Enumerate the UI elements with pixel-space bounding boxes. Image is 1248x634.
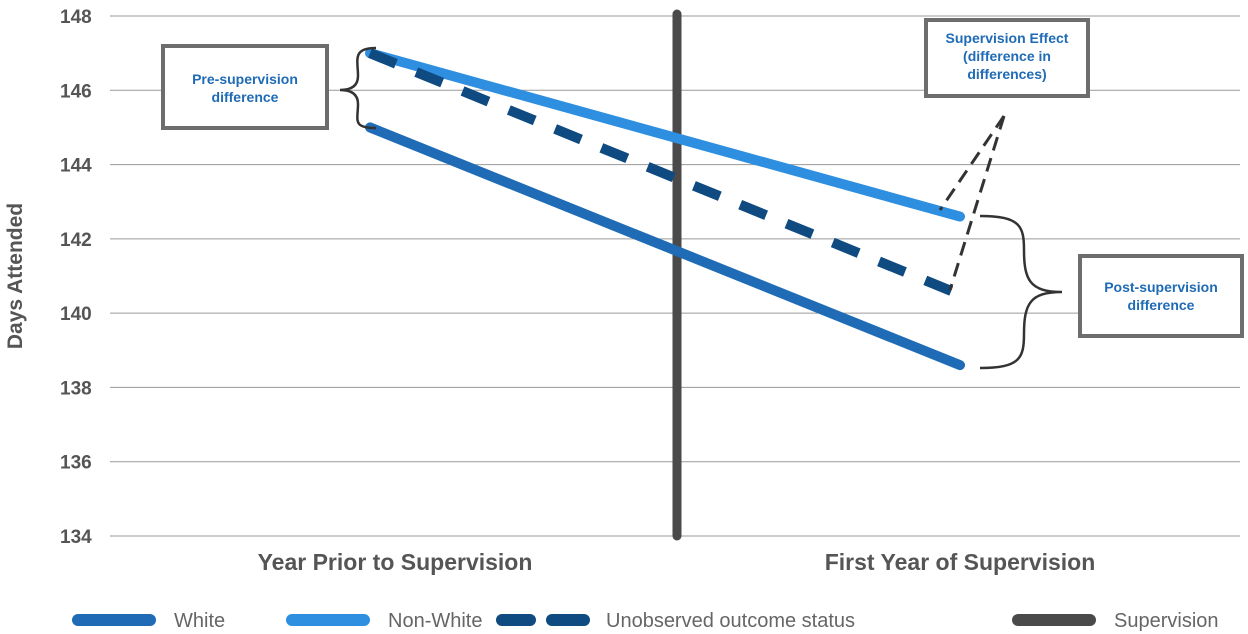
post-supervision-box [1078,254,1244,338]
annotations: Pre-supervision difference Supervision Eff… [161,18,1244,370]
y-tick-label: 144 [60,156,92,177]
y-axis-label: Days Attended [4,203,27,349]
post-supervision-brace [979,214,1063,370]
legend-label: White [174,610,225,632]
y-tick-label: 148 [60,7,92,28]
effect-pointer [948,115,1006,291]
legend-item: Non-White [286,610,482,632]
pre-supervision-box [161,44,329,130]
y-tick-label: 142 [60,230,92,251]
effect-pointer [938,115,1006,211]
x-axis-categories: Year Prior to Supervision First Year of S… [258,549,1096,575]
y-tick-label: 146 [60,81,92,102]
legend-item: Unobserved outcome status [496,610,855,632]
series-lines [365,48,965,371]
y-tick-label: 134 [60,527,92,548]
y-tick-label: 140 [60,304,92,325]
x-category-label: First Year of Supervision [825,549,1096,575]
y-axis-ticks: 148 146 144 142 140 138 136 134 [60,7,92,548]
series-line-white [365,122,965,371]
pre-supervision-brace [339,46,377,130]
legend-item: White [72,610,225,632]
supervision-effect-box [924,18,1090,98]
series-line-non-white [365,48,965,222]
legend-item: Supervision [1012,610,1219,632]
series-line-unobserved-outcome-status [368,48,962,300]
x-category-label: Year Prior to Supervision [258,549,533,575]
legend-label: Supervision [1114,610,1219,632]
supervision-effect-label: Supervision Effect (difference in differen… [946,30,1069,82]
legend: White Non-White Unobserved outcome status S… [72,610,1219,632]
legend-label: Non-White [388,610,482,632]
y-tick-label: 138 [60,378,92,399]
y-tick-label: 136 [60,453,92,474]
post-supervision-label: Post-supervision difference [1104,279,1218,313]
pre-supervision-label: Pre-supervision difference [192,71,298,105]
legend-label: Unobserved outcome status [606,610,855,632]
